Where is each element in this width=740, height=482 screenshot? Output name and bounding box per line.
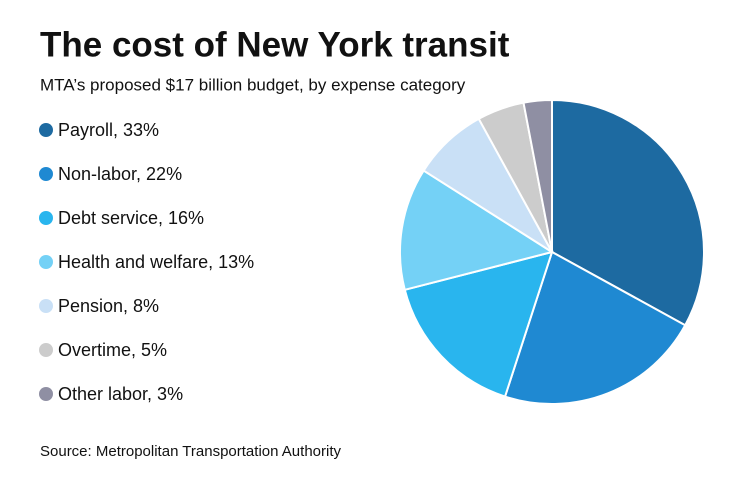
pie-slice [551,98,705,327]
legend-marker [39,167,53,181]
legend-label: Non-labor, 22% [58,164,182,184]
legend-label: Other labor, 3% [58,384,183,404]
legend: Payroll, 33% Non-labor, 22% Debt service, … [39,120,254,404]
source-note: Source: Metropolitan Transportation Auth… [40,443,341,460]
pie-slice [522,98,553,253]
legend-marker [39,123,53,137]
pie [399,98,705,405]
chart-title: The cost of New York transit [40,25,510,64]
legend-label: Pension, 8% [58,296,159,316]
chart-subtitle: MTA’s proposed $17 billion budget, by ex… [40,75,466,94]
pie-slice [403,250,554,398]
legend-marker [39,387,53,401]
pie-slice [503,250,687,405]
legend-label: Payroll, 33% [58,120,159,140]
legend-label: Overtime, 5% [58,340,167,360]
legend-label: Debt service, 16% [58,208,204,228]
pie-slice [399,169,555,292]
legend-marker [39,299,53,313]
legend-label: Health and welfare, 13% [58,252,254,272]
legend-marker [39,343,53,357]
legend-marker [39,211,53,225]
legend-marker [39,255,53,269]
